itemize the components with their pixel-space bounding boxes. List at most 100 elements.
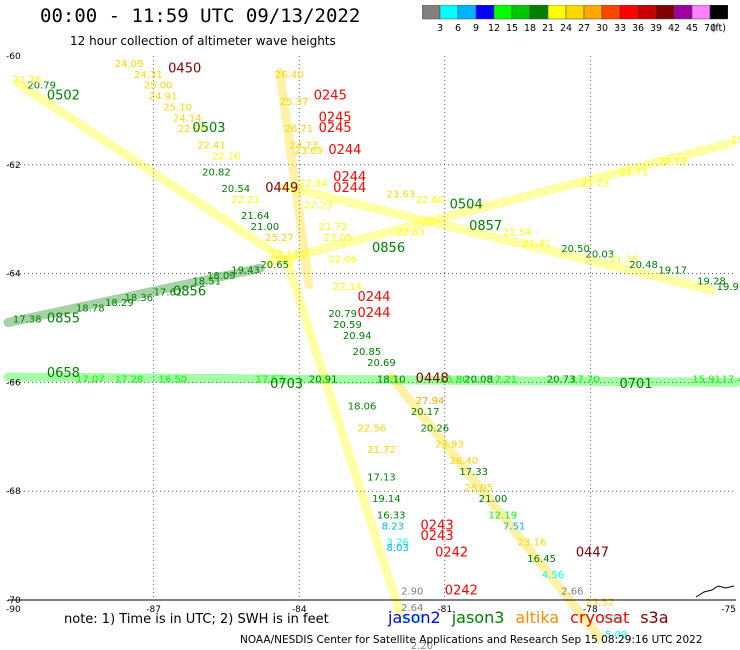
y-tick-label: -62	[6, 161, 21, 171]
pass-time-label: 0855	[47, 312, 80, 327]
pass-time-label: 0703	[270, 377, 303, 392]
coastline	[695, 585, 735, 598]
wave-height-label: 18.06	[348, 402, 377, 413]
wave-height-label: 22.84	[299, 179, 328, 190]
wave-height-label: 19.28	[697, 276, 726, 287]
wave-height-label: 20.79	[328, 309, 357, 320]
wave-height-label: 16.33	[377, 510, 406, 521]
wave-height-label: 19.43	[231, 266, 260, 277]
wave-height-label: 22.14	[333, 282, 362, 293]
pass-time-label: 0857	[469, 219, 502, 234]
wave-height-label: 2.66	[561, 587, 583, 598]
wave-height-label: 18.51	[192, 276, 221, 287]
wave-height-label: 23.69	[294, 146, 323, 157]
colorbar-unit: (ft)	[712, 23, 726, 34]
wave-height-label: 17.62	[154, 287, 183, 298]
wave-height-label: 24.91	[149, 92, 178, 103]
colorbar-label: 12	[488, 23, 500, 34]
pass-time-label: 0244	[357, 306, 390, 321]
wave-height-label: 17.28	[115, 374, 144, 385]
wave-height-label: 26.71	[285, 124, 314, 135]
wave-height-label: 21.36	[13, 75, 42, 86]
wave-height-label: 20.79	[27, 81, 56, 92]
wave-height-label: 19.97	[717, 282, 740, 293]
wave-height-label: 8.23	[382, 521, 404, 532]
wave-height-label: 22.54	[503, 228, 532, 239]
wave-height-label: 4.56	[542, 570, 564, 581]
y-tick-label: -66	[6, 378, 21, 388]
wave-height-label: 20.08	[464, 374, 493, 385]
pass-time-label: 0856	[372, 241, 405, 256]
pass-time-label: 0244	[333, 181, 366, 196]
wave-height-label: 7.51	[503, 521, 525, 532]
wave-height-label: 25.00	[144, 81, 173, 92]
wave-height-label: 22.60	[416, 195, 445, 206]
pass-time-label: 0503	[192, 121, 225, 136]
wave-height-label: 22.21	[231, 195, 260, 206]
colorbar-label: 30	[596, 23, 608, 34]
pass-time-label: 0245	[314, 89, 347, 104]
wave-height-label: 20.59	[333, 320, 362, 331]
y-tick-label: -68	[6, 487, 21, 497]
pass-time-label: 0245	[319, 110, 352, 125]
pass-time-label: 0245	[319, 121, 352, 136]
colorbar-label: 45	[686, 23, 698, 34]
wave-height-label: 20.82	[202, 168, 231, 179]
wave-height-label: 23.12	[270, 249, 299, 260]
wave-height-label: 17.38	[13, 315, 42, 326]
wave-height-label: 21.64	[241, 211, 270, 222]
pass-time-label: 0448	[416, 371, 449, 386]
wave-height-label: 22.06	[328, 255, 357, 266]
wave-height-label: 15.80	[440, 374, 469, 385]
y-tick-label: -64	[6, 270, 21, 280]
satellite-track	[3, 372, 740, 387]
wave-height-label: 16.50	[158, 374, 187, 385]
pass-time-label: 0449	[265, 181, 298, 196]
satellite-track	[284, 263, 406, 621]
wave-height-label: 16.45	[527, 554, 556, 565]
pass-time-label: 0701	[620, 377, 653, 392]
wave-height-label: 12.19	[488, 510, 517, 521]
wave-height-label: 22.18	[658, 157, 687, 168]
satellite-track	[265, 138, 736, 268]
pass-time-label: 0242	[435, 545, 468, 560]
wave-height-label: 19.17	[658, 266, 687, 277]
wave-height-label: 25.37	[280, 97, 309, 108]
colorbar: 3 6 9 12 15 18 21 24 27 30 33 36 39 42 45 70(ft)	[422, 5, 728, 34]
pass-time-label: 0502	[47, 89, 80, 104]
wave-height-label: 21.00	[251, 222, 280, 233]
wave-height-label: 15.91	[692, 374, 721, 385]
wave-height-label: 22.63	[396, 228, 425, 239]
wave-height-label: 21.00	[479, 494, 508, 505]
wave-height-label: 22.41	[197, 140, 226, 151]
x-tick-label: -81	[437, 605, 452, 615]
colorbar-label: 39	[650, 23, 662, 34]
x-tick-label: -78	[583, 605, 598, 615]
pass-time-label: 0244	[328, 143, 361, 158]
x-tick-label: -87	[146, 605, 161, 615]
satellite-legend: jason2 jason3 altika cryosat s3a	[388, 608, 680, 627]
y-tick-label: -60	[6, 52, 21, 62]
colorbar-label: 9	[473, 23, 479, 34]
wave-height-label: 20.48	[629, 260, 658, 271]
x-tick-label: -75	[721, 605, 736, 615]
wave-height-label: 17.13	[367, 472, 396, 483]
wave-height-label: 23.16	[518, 538, 547, 549]
colorbar-label: 42	[668, 23, 680, 34]
colorbar-swatch	[709, 5, 728, 20]
wave-height-label: 21.73	[319, 222, 348, 233]
wave-height-label: 2.64	[401, 603, 423, 614]
wave-height-label: 18.10	[377, 374, 406, 385]
x-tick-label: -90	[6, 605, 21, 615]
legend-jason3: jason3	[451, 608, 505, 627]
pass-time-label: 0658	[47, 366, 80, 381]
pass-time-label: 0447	[576, 545, 609, 560]
pass-time-label: 0244	[333, 170, 366, 185]
legend-jason2: jason2	[388, 608, 441, 627]
wave-height-label: 20.50	[561, 244, 590, 255]
y-tick-label: -70	[6, 596, 21, 606]
wave-height-label: 20.17	[411, 407, 440, 418]
colorbar-label: 24	[560, 23, 572, 34]
pass-time-label: 0242	[445, 584, 478, 599]
